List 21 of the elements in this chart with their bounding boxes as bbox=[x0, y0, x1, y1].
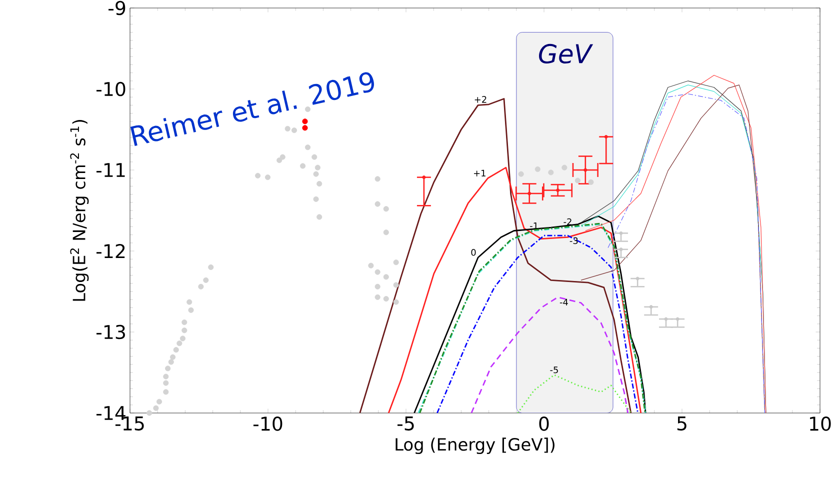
x-tick-label: 10 bbox=[810, 416, 831, 431]
y-tick-label: -9 bbox=[108, 0, 126, 16]
x-tick-label: 0 bbox=[539, 416, 549, 431]
series-label: +2 bbox=[474, 96, 486, 103]
series-label: +1 bbox=[474, 170, 486, 176]
x-tick-label: 5 bbox=[677, 416, 686, 431]
series-label: 0 bbox=[471, 249, 476, 256]
y-tick-label: -11 bbox=[96, 163, 125, 177]
series-label: -5 bbox=[550, 366, 558, 374]
band-label: GeV bbox=[538, 44, 594, 64]
y-tick-label: -10 bbox=[96, 82, 126, 96]
series-label: -3 bbox=[570, 237, 578, 244]
annotation: Reimer et al. 2019 bbox=[130, 72, 374, 146]
y-axis-title: Log(E$^{2}$ N/erg cm$^{-2}$ s$^{-1}$) bbox=[70, 120, 89, 301]
x-axis-title: Log (Energy [GeV]) bbox=[396, 438, 554, 454]
series-label: -2 bbox=[564, 218, 572, 226]
y-tick-label: -12 bbox=[96, 244, 125, 258]
x-tick-label: -10 bbox=[253, 416, 282, 431]
y-tick-label: -13 bbox=[96, 324, 125, 340]
series-label: -4 bbox=[560, 298, 568, 306]
x-tick-label: -5 bbox=[397, 416, 414, 431]
